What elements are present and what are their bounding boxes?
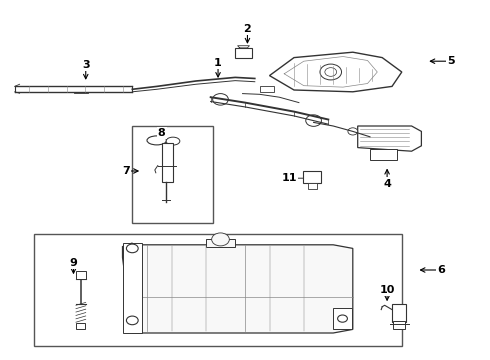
- Text: 11: 11: [281, 173, 297, 183]
- Bar: [34, 234, 402, 346]
- Polygon shape: [270, 52, 402, 92]
- Text: 6: 6: [437, 265, 445, 275]
- Bar: [303, 171, 321, 183]
- Text: 4: 4: [383, 179, 391, 189]
- Bar: [393, 321, 405, 329]
- Text: 9: 9: [70, 258, 77, 268]
- Circle shape: [320, 64, 342, 80]
- Bar: [132, 126, 213, 223]
- Bar: [235, 48, 252, 58]
- Polygon shape: [122, 243, 353, 333]
- Circle shape: [348, 128, 358, 135]
- Bar: [162, 143, 173, 182]
- Bar: [76, 271, 86, 279]
- Polygon shape: [358, 126, 421, 151]
- Ellipse shape: [147, 136, 167, 145]
- Text: 1: 1: [214, 58, 222, 68]
- Text: 3: 3: [82, 60, 90, 70]
- Text: 8: 8: [158, 128, 166, 138]
- Circle shape: [338, 315, 347, 322]
- Circle shape: [126, 316, 138, 325]
- Bar: [76, 323, 85, 329]
- Text: 10: 10: [379, 285, 395, 295]
- Circle shape: [306, 115, 321, 126]
- Circle shape: [325, 68, 337, 76]
- Bar: [122, 243, 142, 333]
- Text: 5: 5: [447, 56, 455, 66]
- Text: 7: 7: [122, 166, 130, 176]
- Circle shape: [213, 94, 228, 105]
- Bar: [333, 308, 352, 329]
- Circle shape: [126, 244, 138, 253]
- Bar: [206, 239, 235, 247]
- Ellipse shape: [166, 137, 180, 145]
- Bar: [370, 149, 397, 160]
- Text: 2: 2: [244, 24, 251, 34]
- Bar: [308, 183, 317, 189]
- Bar: [392, 304, 406, 322]
- Circle shape: [212, 233, 229, 246]
- Bar: [260, 86, 274, 92]
